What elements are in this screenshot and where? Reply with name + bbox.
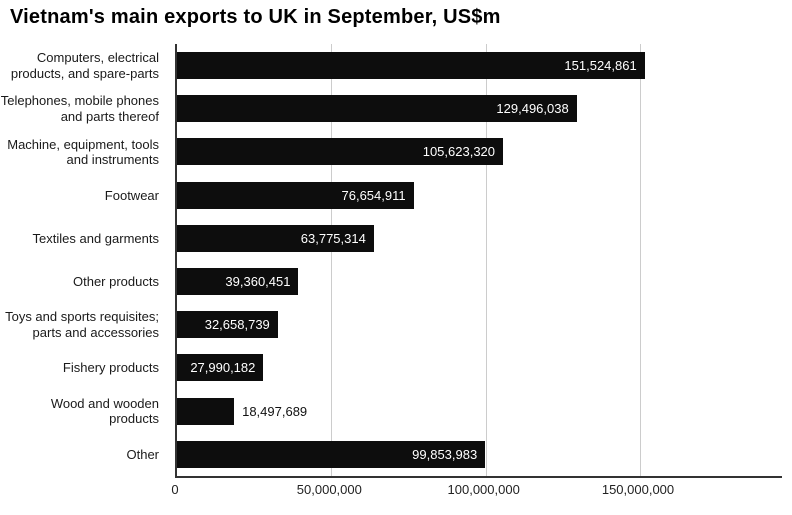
bar-value-label: 105,623,320 (422, 144, 496, 160)
bar: 18,497,689 (177, 397, 307, 425)
bar: 27,990,182 (177, 354, 264, 382)
category-label: Fishery products (62, 360, 159, 376)
bar: 151,524,861 (177, 52, 645, 80)
bar-row: 18,497,689 (177, 390, 782, 433)
bar: 99,853,983 (177, 440, 486, 468)
bar-row: 39,360,451 (177, 260, 782, 303)
category-label: Telephones, mobile phones and parts ther… (0, 93, 159, 124)
bar: 105,623,320 (177, 138, 504, 166)
bar: 129,496,038 (177, 95, 577, 123)
bar-value-label: 99,853,983 (412, 446, 478, 462)
bar-row: 76,654,911 (177, 174, 782, 217)
bar-row: 105,623,320 (177, 130, 782, 173)
bar-row: 27,990,182 (177, 346, 782, 389)
bar-value-label: 76,654,911 (341, 187, 406, 203)
plot-area: 151,524,861 129,496,038 105,623,320 76,654,… (175, 44, 782, 478)
bar-row: 151,524,861 (177, 44, 782, 87)
x-tick-label: 50,000,000 (296, 482, 362, 497)
x-tick-label: 100,000,000 (447, 482, 520, 497)
bar: 39,360,451 (177, 268, 299, 296)
bar-value-label: 151,524,861 (564, 58, 637, 74)
bar-value-label: 39,360,451 (225, 274, 291, 290)
bar-value-label: 129,496,038 (496, 101, 569, 117)
category-label: Other products (73, 273, 159, 289)
category-label: Wood and wooden products (50, 395, 159, 427)
category-label: Footwear (104, 187, 159, 203)
category-axis-labels: Computers, electrical products, and spar… (0, 44, 167, 476)
gridline (331, 44, 333, 476)
chart-title: Vietnam's main exports to UK in Septembe… (10, 6, 501, 28)
x-axis-tick-labels: 0 50,000,000 100,000,000 150,000,000 (171, 482, 780, 504)
bar: 63,775,314 (177, 224, 374, 252)
category-label: Machine, equipment, tools and instrument… (7, 136, 159, 167)
bar-value-label: 63,775,314 (300, 230, 366, 246)
category-label: Other (126, 446, 159, 462)
bar-row: 129,496,038 (177, 87, 782, 130)
bar-value-label: 32,658,739 (204, 317, 270, 333)
x-tick-label: 150,000,000 (601, 482, 675, 497)
bar-value-label: 27,990,182 (190, 360, 256, 376)
bar-row: 99,853,983 (177, 433, 782, 476)
bar-row: 63,775,314 (177, 217, 782, 260)
bar-row: 32,658,739 (177, 303, 782, 346)
gridline (640, 44, 641, 476)
bar: 32,658,739 (177, 311, 278, 339)
bar-value-label: 18,497,689 (242, 403, 308, 419)
bar: 76,654,911 (177, 181, 414, 209)
x-tick-label: 0 (171, 482, 179, 497)
category-label: Textiles and garments (32, 230, 159, 246)
gridline (485, 44, 487, 476)
category-label: Toys and sports requisites; parts and ac… (5, 309, 159, 340)
category-label: Computers, electrical products, and spar… (10, 50, 159, 81)
